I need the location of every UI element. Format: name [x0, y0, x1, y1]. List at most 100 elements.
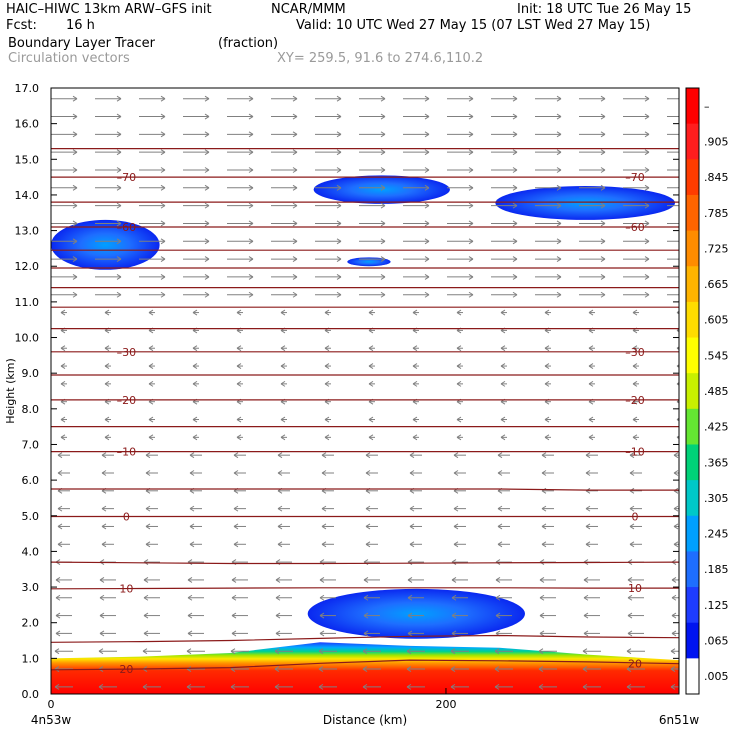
circulation-vector: [145, 505, 158, 512]
colorbar-swatch: [686, 658, 699, 695]
valid-time: Valid: 10 UTC Wed 27 May 15 (07 LST Wed …: [296, 18, 651, 33]
circulation-vector: [101, 470, 114, 476]
circulation-vector: [579, 184, 606, 191]
y-tick-label: 16.0: [15, 118, 40, 131]
circulation-vector: [315, 184, 342, 191]
circulation-vector: [139, 131, 166, 138]
circulation-vector: [456, 434, 463, 441]
circulation-vector: [579, 113, 606, 120]
circulation-vector: [491, 184, 518, 191]
circulation-vector: [491, 238, 518, 245]
circulation-vector: [497, 470, 510, 476]
circulation-vector: [95, 95, 122, 102]
circulation-vector: [51, 220, 78, 227]
circulation-vector: [280, 363, 287, 369]
circulation-vector: [539, 577, 556, 583]
circulation-vector: [667, 151, 679, 153]
y-tick-label: 14.0: [15, 189, 40, 202]
circulation-vector: [186, 648, 205, 655]
circulation-vector: [588, 345, 595, 352]
contour-label: 0: [123, 510, 130, 523]
circulation-vector: [227, 184, 254, 191]
circulation-vector: [142, 683, 161, 690]
circulation-vector: [544, 363, 551, 369]
circulation-vector: [277, 541, 290, 548]
x-end-label-right: 6n51w: [659, 713, 700, 727]
circulation-vector: [500, 416, 507, 423]
circulation-vector: [187, 594, 204, 601]
circulation-vector: [231, 612, 248, 619]
circulation-vector: [403, 113, 430, 120]
y-tick-label: 1.0: [22, 652, 40, 665]
circulation-vector: [627, 577, 644, 583]
circulation-vector: [54, 683, 73, 690]
circulation-vector: [139, 202, 166, 209]
circulation-vector: [143, 577, 160, 583]
circulation-vector: [579, 291, 606, 298]
circulation-vector: [104, 345, 111, 352]
circulation-vector: [271, 184, 298, 191]
colorbar-swatch: [686, 88, 699, 125]
circulation-vector: [626, 683, 645, 690]
circulation-vector: [148, 309, 155, 316]
circulation-vector: [359, 256, 386, 263]
circulation-vector: [451, 594, 468, 601]
circulation-vector: [99, 577, 116, 583]
circulation-vector: [676, 382, 679, 386]
circulation-vector: [51, 202, 78, 209]
circulation-vector: [274, 666, 293, 672]
circulation-vector: [359, 291, 386, 298]
circulation-vector: [403, 256, 430, 263]
circulation-vector: [365, 470, 378, 476]
circulation-vector: [588, 363, 595, 369]
circulation-vector: [671, 594, 679, 601]
circulation-vector: [450, 648, 469, 655]
tracer-blob-0: [51, 219, 160, 270]
circulation-vector: [271, 113, 298, 120]
circulation-vector: [271, 238, 298, 245]
circulation-vector: [535, 238, 562, 245]
circulation-vector: [623, 256, 650, 263]
circulation-vector: [183, 167, 210, 173]
temperature-contour: [51, 561, 679, 565]
circulation-vector: [231, 630, 248, 637]
circulation-vector: [582, 648, 601, 655]
circulation-vector: [409, 505, 422, 512]
circulation-vector: [453, 505, 466, 512]
circulation-vector: [667, 258, 679, 260]
circulation-vector: [271, 220, 298, 227]
circulation-vector: [60, 380, 67, 387]
circulation-vector: [673, 470, 679, 476]
circulation-vector: [315, 113, 342, 120]
colorbar-label: –: [704, 100, 710, 113]
circulation-vector: [667, 294, 679, 296]
circulation-vector: [623, 291, 650, 298]
contour-label: –70: [625, 171, 645, 184]
circulation-vector: [275, 612, 292, 619]
circulation-vector: [544, 416, 551, 423]
circulation-vector: [632, 345, 639, 352]
contour-label: 10: [628, 582, 642, 595]
circulation-vector: [183, 238, 210, 245]
circulation-vector: [450, 666, 469, 672]
circulation-vector: [582, 683, 601, 690]
circulation-vector: [236, 309, 243, 316]
circulation-vector: [148, 434, 155, 441]
circulation-vector: [362, 666, 381, 672]
circulation-vector: [227, 149, 254, 156]
circulation-vector: [359, 167, 386, 173]
circulation-vector: [456, 416, 463, 423]
circulation-vector: [539, 612, 556, 619]
circulation-vector: [274, 648, 293, 655]
circulation-vector: [456, 345, 463, 352]
circulation-vector: [453, 523, 466, 530]
y-tick-label: 15.0: [15, 153, 40, 166]
circulation-vector: [667, 276, 679, 278]
circulation-vector: [368, 309, 375, 316]
circulation-vector: [359, 238, 386, 245]
circulation-vector: [450, 683, 469, 690]
contour-label: –70: [117, 171, 137, 184]
circulation-vector: [143, 594, 160, 601]
circulation-vector: [623, 274, 650, 280]
model-title: HAIC–HIWC 13km ARW–GFS init: [6, 2, 212, 17]
